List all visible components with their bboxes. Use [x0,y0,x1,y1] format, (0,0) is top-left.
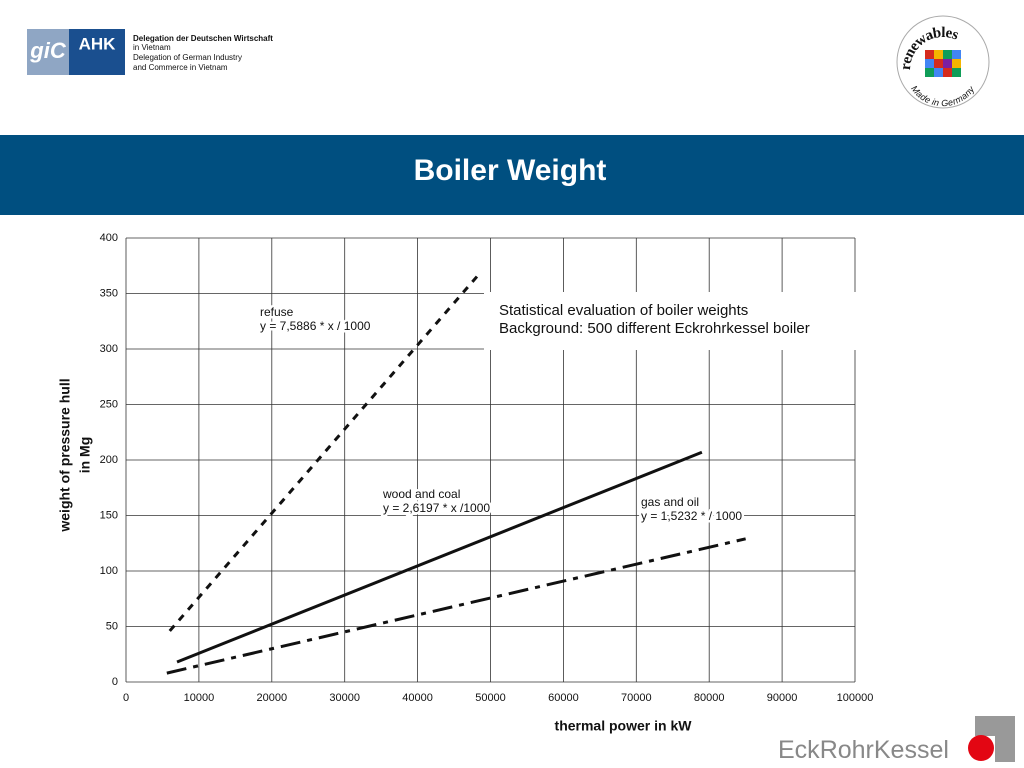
globe [925,50,961,77]
series-label: wood and coal [382,487,460,501]
x-tick-label: 0 [123,692,129,704]
footer-logo [968,716,1015,762]
x-tick-label: 70000 [621,692,652,704]
y-tick-label: 200 [100,454,118,466]
logo-line: and Commerce in Vietnam [133,63,228,72]
y-tick-label: 350 [100,287,118,299]
x-tick-label: 50000 [475,692,506,704]
chart-title: Boiler Weight [414,154,607,187]
title-band [0,135,1024,215]
x-tick-label: 60000 [548,692,579,704]
annotation: Statistical evaluation of boiler weights [499,302,748,319]
annotation: Background: 500 different Eckrohrkessel … [499,320,810,337]
series-line [176,450,703,664]
footer-brand: EckRohrKessel [778,736,949,764]
x-tick-label: 10000 [184,692,215,704]
x-tick-label: 40000 [402,692,433,704]
series-label: gas and oil [641,495,699,509]
series-line [166,537,746,675]
series-label: refuse [260,305,294,319]
y-tick-label: 100 [100,565,118,577]
series-equation: y = 2,6197 * x /1000 [383,501,490,515]
y-tick-label: 400 [100,232,118,244]
footer-part: Eck [778,736,820,764]
y-tick-label: 150 [100,509,118,521]
logo-line: Delegation der Deutschen Wirtschaft [133,34,273,43]
x-tick-label: 20000 [257,692,288,704]
x-tick-label: 80000 [694,692,725,704]
footer-part: Rohr [820,736,874,764]
y-tick-label: 300 [100,343,118,355]
y-axis-label: weight of pressure hull [57,378,73,532]
logo-name: AHK [79,34,117,53]
y-tick-label: 0 [112,676,118,688]
series-equation: y = 7,5886 * x / 1000 [260,319,371,333]
logo-left [27,29,69,75]
logo-line: in Vietnam [133,43,171,52]
x-tick-label: 100000 [837,692,874,704]
logo-mark: giC [29,38,67,63]
note-box [484,292,944,350]
x-tick-label: 30000 [329,692,360,704]
x-tick-label: 90000 [767,692,798,704]
logo-line: Delegation of German Industry [133,53,242,62]
footer-part: Kessel [874,736,949,764]
series-line [168,272,481,632]
logo-right [69,29,125,75]
y-axis-label: in Mg [77,437,93,474]
x-axis-label: thermal power in kW [555,718,693,734]
y-tick-label: 250 [100,398,118,410]
y-tick-label: 50 [106,620,118,632]
series-equation: y = 1,5232 * / 1000 [641,509,742,523]
